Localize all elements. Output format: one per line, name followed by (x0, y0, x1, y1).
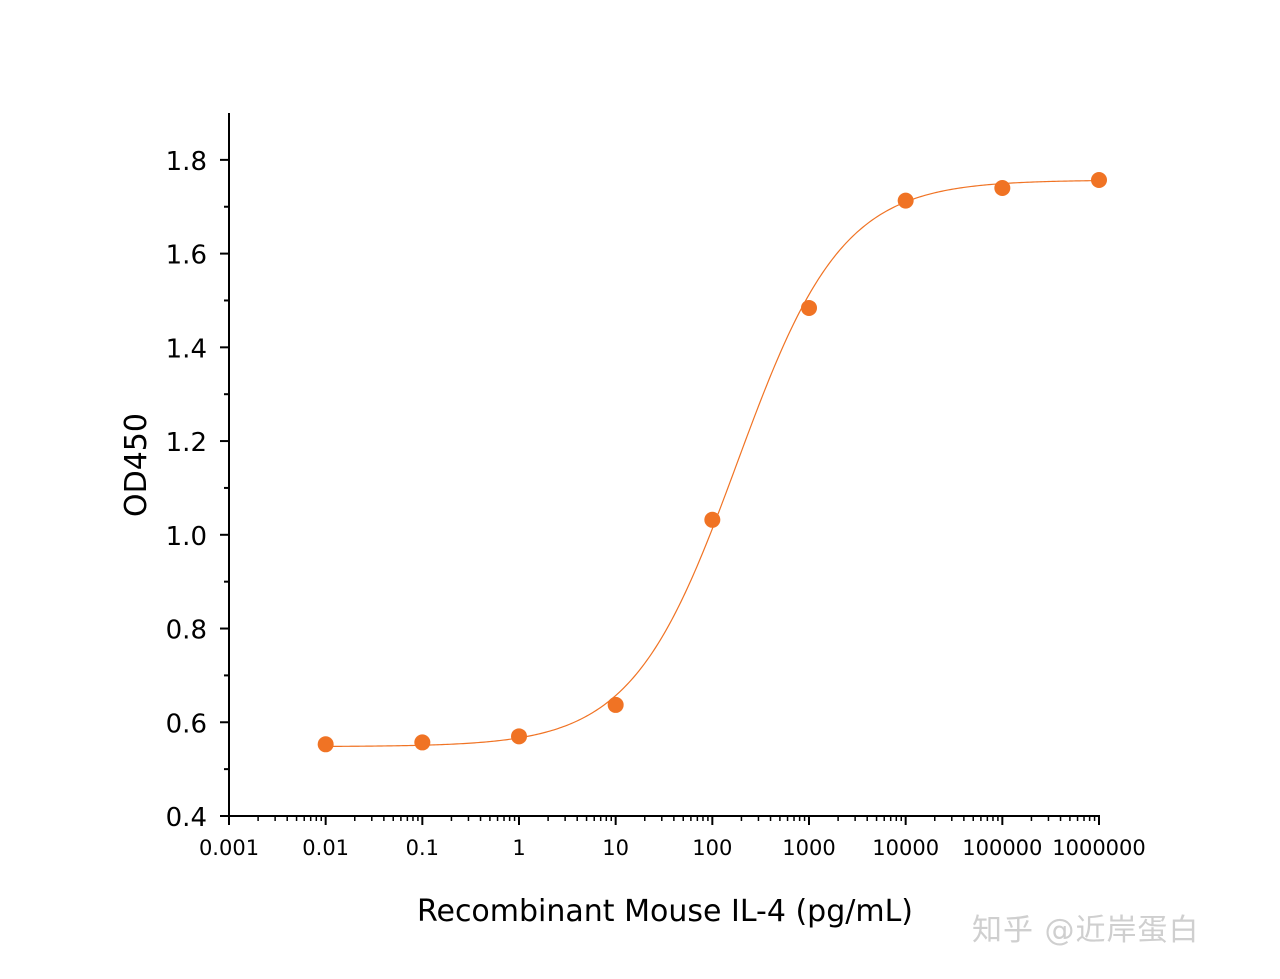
x-tick-label: 1 (512, 836, 525, 860)
x-tick-label: 0.1 (406, 836, 439, 860)
x-tick-label: 0.01 (302, 836, 349, 860)
fit-curve (325, 179, 1100, 748)
data-point (897, 192, 914, 209)
x-axis-title: Recombinant Mouse IL-4 (pg/mL) (417, 894, 913, 929)
data-points (317, 172, 1107, 753)
data-point (1091, 172, 1107, 189)
axes (228, 113, 1100, 817)
data-point (414, 734, 431, 751)
x-tick-label: 10 (602, 836, 629, 860)
x-tick-label: 1000 (782, 836, 835, 860)
x-tick-label: 1000000 (1052, 836, 1146, 860)
data-point (994, 179, 1011, 196)
x-tick-label: 0.001 (199, 836, 259, 860)
y-axis-ticks: 0.4 0.6 0.8 1.0 1.2 1.4 1.6 1.8 (166, 147, 229, 833)
y-tick-label: 1.4 (166, 334, 207, 364)
data-point (801, 299, 817, 316)
y-tick-label: 1.2 (166, 428, 207, 458)
y-tick-label: 1.6 (166, 241, 207, 271)
data-point (317, 736, 334, 753)
y-tick-label: 0.6 (166, 709, 207, 739)
y-tick-label: 1.0 (166, 522, 207, 552)
x-tick-label: 100 (692, 836, 732, 860)
x-tick-label: 100000 (962, 836, 1042, 860)
y-axis-title: OD450 (119, 413, 154, 517)
y-tick-label: 0.4 (166, 803, 207, 833)
data-point (704, 511, 721, 528)
x-axis-ticks: 0.001 0.01 0.1 1 10 100 1000 10000 100000 1000000 (199, 816, 1146, 860)
data-point (607, 696, 624, 713)
watermark: 知乎 @近岸蛋白 (972, 913, 1200, 948)
y-tick-label: 1.8 (166, 147, 207, 177)
x-tick-label: 10000 (872, 836, 939, 860)
data-point (511, 728, 527, 745)
y-tick-label: 0.8 (166, 616, 207, 646)
